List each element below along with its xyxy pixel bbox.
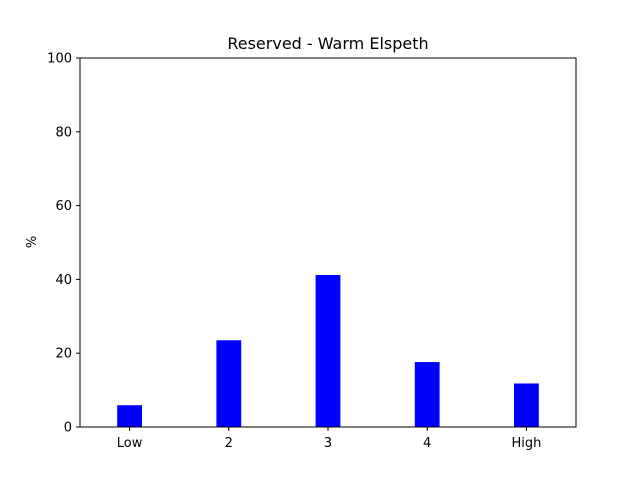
bar-series — [117, 274, 539, 427]
bar — [315, 274, 341, 427]
y-tick-label: 80 — [55, 125, 72, 140]
plot-frame — [79, 57, 577, 428]
x-axis-ticks: Low 2 3 4 High — [117, 427, 541, 451]
y-tick-label: 0 — [64, 421, 72, 436]
x-tick-label: 4 — [423, 436, 431, 451]
bar — [514, 383, 539, 427]
x-tick-label: High — [511, 436, 541, 451]
y-tick-label: 20 — [55, 347, 72, 362]
x-tick-label: 3 — [324, 436, 332, 451]
x-tick-label: 2 — [225, 436, 233, 451]
y-tick-label: 60 — [55, 199, 72, 214]
chart-title: Reserved - Warm Elspeth — [227, 34, 428, 53]
y-axis-ticks: 0 20 40 60 80 100 — [47, 52, 80, 436]
bar — [216, 340, 242, 427]
bar — [414, 362, 440, 427]
x-tick-label: Low — [117, 436, 143, 451]
y-tick-label: 100 — [47, 52, 72, 67]
y-axis-label: % — [25, 236, 40, 248]
y-tick-label: 40 — [55, 273, 72, 288]
bar — [117, 405, 142, 427]
